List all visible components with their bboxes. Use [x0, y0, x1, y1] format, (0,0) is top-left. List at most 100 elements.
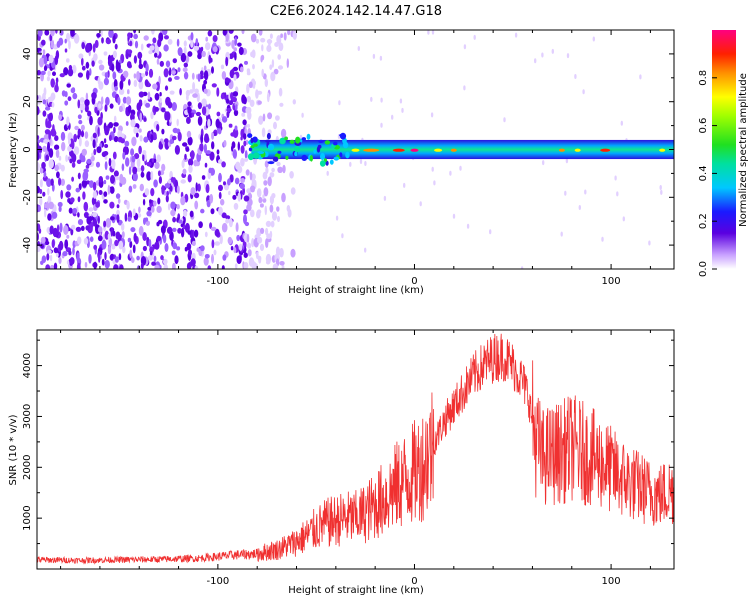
heatmap-noise-cell — [209, 193, 214, 204]
heatmap-noise-cell — [55, 252, 59, 258]
heatmap-noise-cell — [51, 239, 55, 249]
heatmap-faint-cell — [301, 112, 304, 118]
snr-panel: -100 0 100 1000 2000 3000 4000 Height of strai… — [8, 329, 675, 596]
heatmap-noise-cell — [78, 136, 82, 147]
heatmap-noise-cell — [191, 72, 195, 80]
signal-band-cell — [324, 140, 331, 145]
heatmap-noise-cell — [48, 159, 54, 169]
heatmap-noise-cell — [51, 211, 58, 219]
heatmap-noise-cell — [44, 208, 47, 218]
heatmap-faint-cell — [459, 165, 462, 171]
heatmap-noise-cell — [72, 92, 78, 100]
heatmap-noise-cell — [39, 179, 43, 188]
heatmap-noise-cell — [200, 70, 204, 76]
heatmap-noise-cell — [172, 58, 177, 64]
heatmap-noise-cell — [182, 142, 188, 147]
heatmap-noise-cell — [72, 207, 78, 214]
heatmap-noise-cell — [164, 138, 169, 144]
heatmap-noise-cell — [156, 235, 162, 242]
heatmap-noise-cell — [112, 71, 117, 80]
heatmap-faint-cell — [403, 182, 406, 188]
heatmap-faint-cell — [622, 216, 625, 222]
heatmap-faint-cell — [370, 96, 373, 102]
heatmap-noise-cell — [223, 140, 227, 147]
heatmap-noise-cell — [188, 249, 192, 256]
heatmap-noise-cell — [37, 30, 43, 37]
heatmap-noise-cell — [289, 171, 294, 179]
signal-band-cell — [301, 154, 308, 161]
heatmap-noise-cell — [98, 176, 104, 183]
heatmap-noise-cell — [58, 206, 62, 212]
heatmap-noise-cell — [234, 263, 238, 269]
heatmap-noise-cell — [66, 83, 71, 88]
heatmap-noise-cell — [218, 159, 223, 165]
heatmap-noise-cell — [214, 241, 221, 246]
heatmap-noise-cell — [170, 201, 176, 210]
heatmap-noise-cell — [269, 33, 273, 39]
heatmap-noise-cell — [174, 75, 180, 80]
heatmap-noise-cell — [261, 127, 266, 138]
signal-peak — [363, 148, 380, 152]
heatmap-noise-cell — [84, 140, 90, 148]
heatmap-noise-cell — [150, 111, 154, 120]
heatmap-faint-cell — [364, 161, 367, 166]
heatmap-noise-cell — [153, 179, 158, 188]
heatmap-noise-cell — [68, 250, 72, 256]
heatmap-faint-cell — [592, 36, 595, 42]
heatmap-noise-cell — [138, 225, 144, 236]
heatmap-noise-cell — [267, 112, 273, 120]
heatmap-noise-cell — [93, 244, 98, 250]
heatmap-noise-cell — [209, 151, 215, 161]
signal-band-cell — [339, 132, 347, 140]
heatmap-noise-cell — [201, 175, 206, 180]
heatmap-noise-cell — [247, 242, 252, 249]
heatmap-noise-cell — [66, 234, 70, 239]
heatmap-noise-cell — [43, 171, 47, 178]
heatmap-faint-cell — [541, 52, 544, 58]
heatmap-noise-cell — [186, 262, 192, 269]
heatmap-noise-cell — [59, 222, 63, 233]
signal-band-cell — [250, 137, 254, 144]
heatmap-noise-cell — [103, 220, 107, 228]
heatmap-noise-cell — [71, 162, 76, 168]
heatmap-noise-cell — [250, 51, 254, 58]
heatmap-noise-cell — [221, 222, 228, 233]
heatmap-noise-cell — [132, 208, 136, 216]
heatmap-noise-cell — [47, 213, 52, 221]
heatmap-noise-cell — [83, 201, 89, 212]
heatmap-noise-cell — [243, 140, 247, 147]
heatmap-noise-cell — [60, 189, 64, 200]
heatmap-noise-cell — [97, 116, 103, 126]
heatmap-noise-cell — [233, 202, 239, 210]
heatmap-noise-cell — [111, 159, 116, 170]
heatmap-noise-cell — [115, 176, 120, 181]
heatmap-noise-cell — [207, 30, 213, 37]
heatmap-noise-cell — [84, 131, 89, 139]
heatmap-noise-cell — [241, 112, 246, 117]
heatmap-noise-cell — [256, 188, 262, 198]
heatmap-noise-cell — [134, 153, 140, 160]
heatmap-noise-cell — [128, 166, 132, 175]
heatmap-noise-cell — [45, 118, 48, 128]
heatmap-noise-cell — [126, 200, 130, 210]
heatmap-noise-cell — [118, 253, 122, 261]
heatmap-noise-cell — [203, 143, 207, 154]
heatmap-noise-cell — [56, 40, 61, 48]
heatmap-noise-cell — [201, 98, 207, 107]
heatmap-faint-cell — [574, 74, 577, 79]
heatmap-noise-cell — [176, 204, 180, 210]
heatmap-noise-cell — [65, 191, 71, 198]
heatmap-noise-cell — [66, 184, 72, 191]
heatmap-noise-cell — [191, 240, 196, 246]
heatmap-noise-cell — [44, 203, 48, 209]
heatmap-noise-cell — [205, 42, 211, 51]
heatmap-noise-cell — [177, 131, 182, 142]
heatmap-noise-cell — [240, 157, 245, 167]
heatmap-faint-cell — [431, 166, 434, 172]
heatmap-noise-cell — [86, 158, 92, 164]
heatmap-noise-cell — [274, 42, 279, 47]
x-tick-label: 0 — [411, 276, 417, 287]
heatmap-noise-cell — [287, 30, 291, 36]
heatmap-noise-cell — [138, 91, 145, 98]
heatmap-noise-cell — [42, 99, 47, 105]
